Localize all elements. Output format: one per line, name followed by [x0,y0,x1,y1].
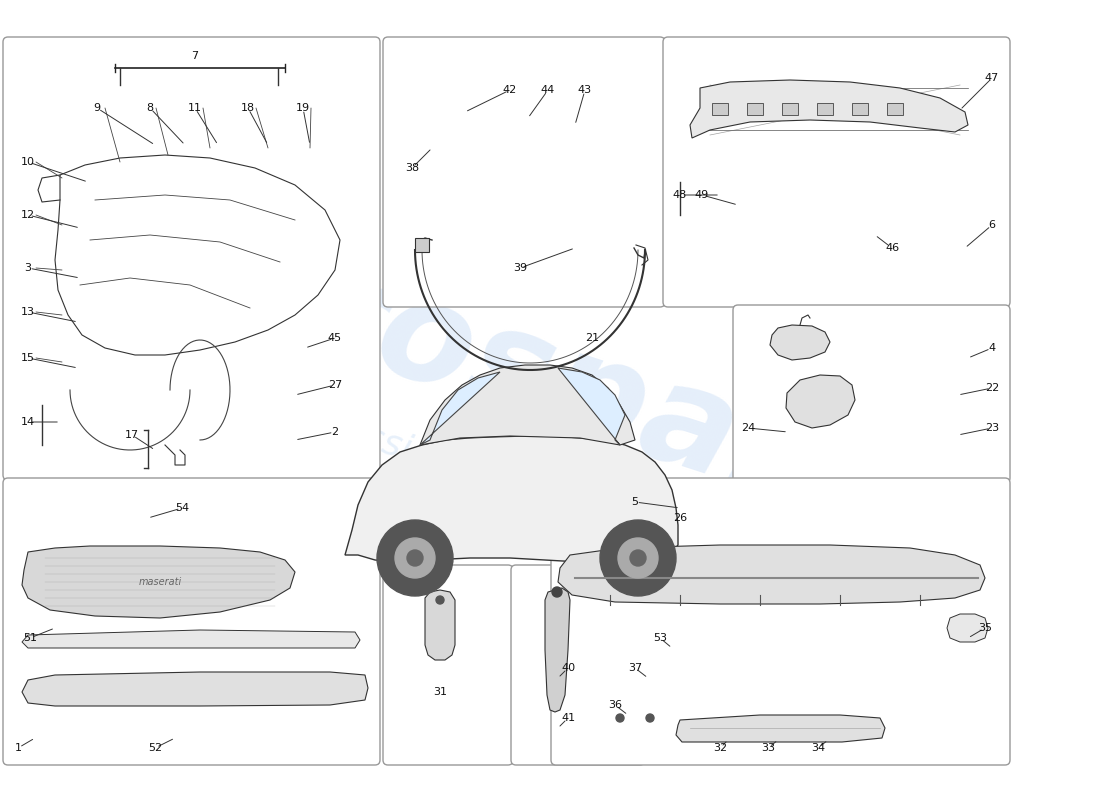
Bar [415,238,429,252]
Text: 38: 38 [405,163,419,173]
FancyBboxPatch shape [512,565,645,765]
Text: 13: 13 [21,307,35,317]
Text: 46: 46 [884,243,899,253]
FancyBboxPatch shape [3,37,380,480]
FancyBboxPatch shape [733,305,1010,483]
Polygon shape [786,375,855,428]
Polygon shape [420,365,635,445]
Text: 18: 18 [241,103,255,113]
Polygon shape [345,436,678,562]
Bar [782,103,797,115]
Circle shape [377,520,453,596]
Text: 19: 19 [296,103,310,113]
Text: 9: 9 [94,103,100,113]
Circle shape [630,550,646,566]
Bar [817,103,833,115]
Text: maserati: maserati [139,577,182,587]
Text: 39: 39 [513,263,527,273]
Text: 45: 45 [328,333,342,343]
Text: 14: 14 [21,417,35,427]
Circle shape [646,714,654,722]
Text: 21: 21 [585,333,600,343]
Polygon shape [22,672,368,706]
Text: 2: 2 [331,427,339,437]
Polygon shape [676,715,886,742]
Text: 22: 22 [984,383,999,393]
Text: 12: 12 [21,210,35,220]
FancyBboxPatch shape [383,37,666,307]
Polygon shape [947,614,988,642]
Text: 41: 41 [561,713,575,723]
Text: 44: 44 [541,85,556,95]
Polygon shape [770,325,830,360]
FancyBboxPatch shape [383,565,513,765]
Circle shape [616,714,624,722]
Text: 42: 42 [503,85,517,95]
Text: 48: 48 [673,190,688,200]
Text: 4: 4 [989,343,996,353]
Circle shape [436,596,444,604]
Text: 32: 32 [713,743,727,753]
Bar [852,103,868,115]
Circle shape [618,538,658,578]
Text: 15: 15 [21,353,35,363]
Circle shape [407,550,424,566]
Text: 10: 10 [21,157,35,167]
Text: 24: 24 [741,423,755,433]
Text: 17: 17 [125,430,139,440]
Text: 51: 51 [23,633,37,643]
Text: 43: 43 [578,85,592,95]
Polygon shape [22,630,360,648]
Circle shape [395,538,434,578]
Text: 37: 37 [628,663,642,673]
Text: 52: 52 [147,743,162,753]
Text: 27: 27 [328,380,342,390]
Bar [747,103,763,115]
Text: eurospares: eurospares [111,184,989,584]
Circle shape [552,587,562,597]
Text: 6: 6 [989,220,996,230]
Text: 49: 49 [695,190,710,200]
Text: 1: 1 [14,743,22,753]
Text: 54: 54 [175,503,189,513]
Polygon shape [420,372,500,445]
Polygon shape [425,590,455,660]
Text: 35: 35 [978,623,992,633]
FancyBboxPatch shape [551,478,1010,765]
Text: 7: 7 [191,51,199,61]
Text: 31: 31 [433,687,447,697]
Polygon shape [558,545,984,604]
Text: 33: 33 [761,743,776,753]
Text: 5: 5 [631,497,638,507]
Text: 34: 34 [811,743,825,753]
Text: 23: 23 [984,423,999,433]
Text: 11: 11 [188,103,202,113]
Text: 53: 53 [653,633,667,643]
Text: a passion for parts since 1985: a passion for parts since 1985 [285,395,815,597]
FancyBboxPatch shape [663,37,1010,307]
Text: 36: 36 [608,700,622,710]
Polygon shape [558,368,625,445]
FancyBboxPatch shape [3,478,380,765]
Text: 47: 47 [984,73,999,83]
Text: 3: 3 [24,263,32,273]
Polygon shape [22,546,295,618]
Bar [887,103,903,115]
Bar [712,103,728,115]
Text: 26: 26 [673,513,688,523]
Polygon shape [544,588,570,712]
Text: 40: 40 [561,663,575,673]
Polygon shape [690,80,968,138]
Text: 8: 8 [146,103,154,113]
Circle shape [600,520,676,596]
